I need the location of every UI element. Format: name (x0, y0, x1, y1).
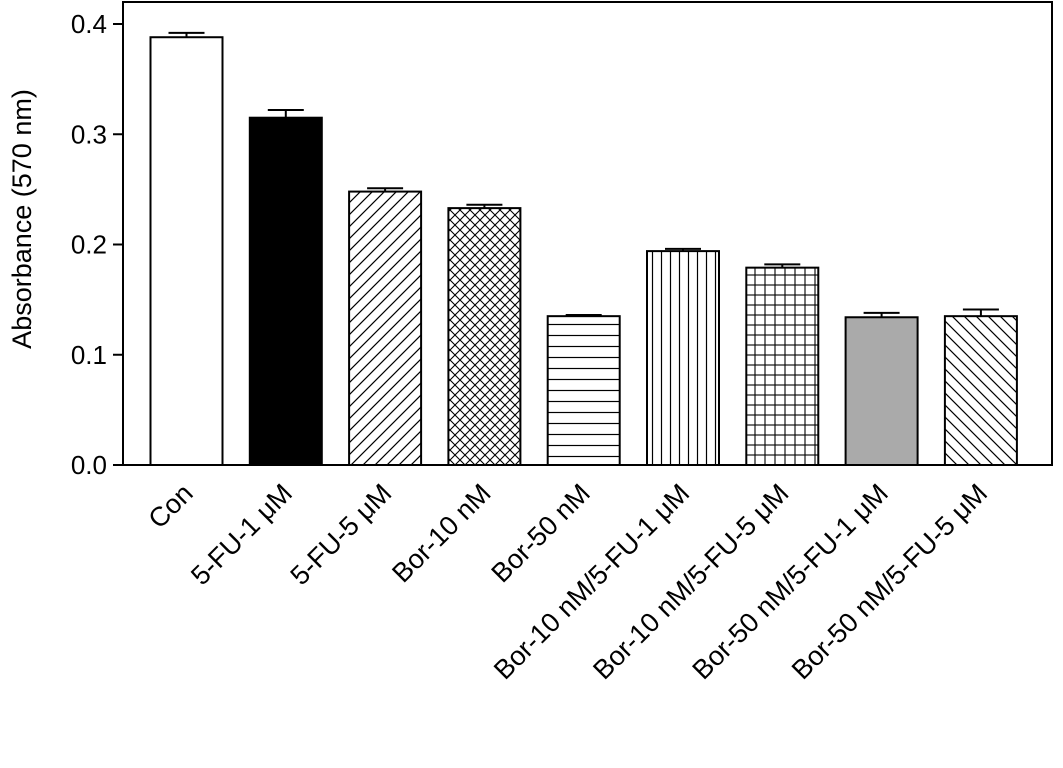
x-tick-label: 5-FU-1 μM (185, 478, 298, 591)
bar (447, 207, 522, 466)
bar (348, 190, 423, 467)
bar (943, 315, 1018, 466)
y-axis-label: Absorbance (570 nm) (7, 89, 37, 349)
y-tick-label: 0.2 (71, 230, 107, 260)
y-tick-label: 0.0 (71, 450, 107, 480)
x-tick-label: Bor-10 nM (386, 478, 496, 588)
bar (546, 315, 621, 466)
bars (149, 31, 1018, 467)
bar (745, 266, 820, 466)
x-tick-label: Bor-50 nM/5-FU-1 μM (687, 478, 894, 685)
bar (248, 116, 323, 467)
y-axis: 0.0 0.1 0.2 0.3 0.4 (71, 9, 123, 480)
x-tick-label: Con (143, 478, 199, 534)
bar (149, 36, 224, 466)
x-tick-label: Bor-10 nM/5-FU-1 μM (488, 478, 695, 685)
x-tick-label: 5-FU-5 μM (285, 478, 398, 591)
bar (646, 250, 720, 466)
x-tick-label: Bor-50 nM/5-FU-5 μM (786, 478, 993, 685)
bar (844, 316, 919, 467)
x-tick-label: Bor-10 nM/5-FU-5 μM (587, 478, 794, 685)
y-tick-label: 0.4 (71, 9, 107, 39)
y-tick-label: 0.1 (71, 340, 107, 370)
y-tick-label: 0.3 (71, 119, 107, 149)
